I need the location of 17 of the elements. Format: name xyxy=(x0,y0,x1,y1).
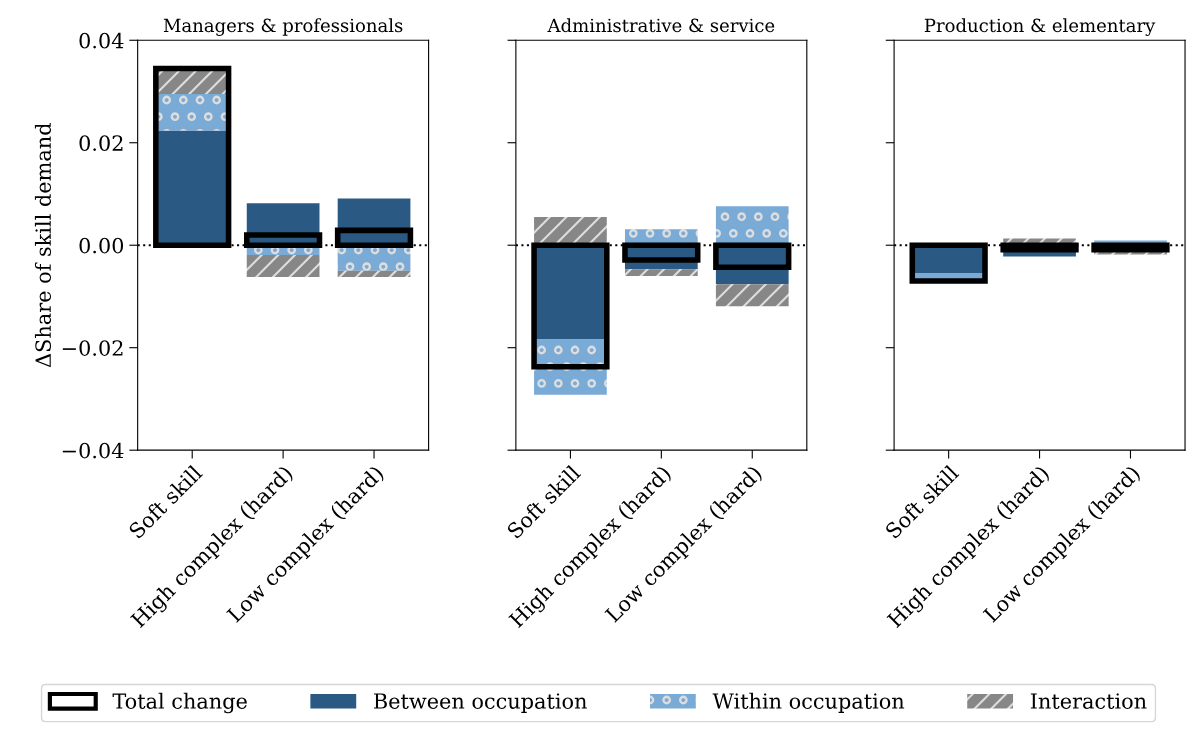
bar xyxy=(337,270,411,277)
legend-label: Total change xyxy=(112,692,247,714)
y-tick-label: −0.04 xyxy=(62,442,124,459)
legend-label: Within occupation xyxy=(712,692,905,713)
bar xyxy=(624,269,698,276)
y-tick-label: 0.04 xyxy=(79,32,124,49)
legend-label: Interaction xyxy=(1030,693,1147,709)
bar xyxy=(715,284,789,307)
chart-title: Administrative & service xyxy=(547,18,775,33)
bar xyxy=(246,254,320,277)
y-axis-title: ΔShare of skill demand xyxy=(34,123,52,368)
y-tick-label: −0.02 xyxy=(62,340,123,356)
y-tick-label: 0.00 xyxy=(79,237,124,254)
y-tick-label: 0.02 xyxy=(79,135,123,151)
legend-label: Between occupation xyxy=(374,693,587,713)
chart-title: Managers & professionals xyxy=(163,18,403,36)
chart-title: Production & elementary xyxy=(924,18,1156,36)
